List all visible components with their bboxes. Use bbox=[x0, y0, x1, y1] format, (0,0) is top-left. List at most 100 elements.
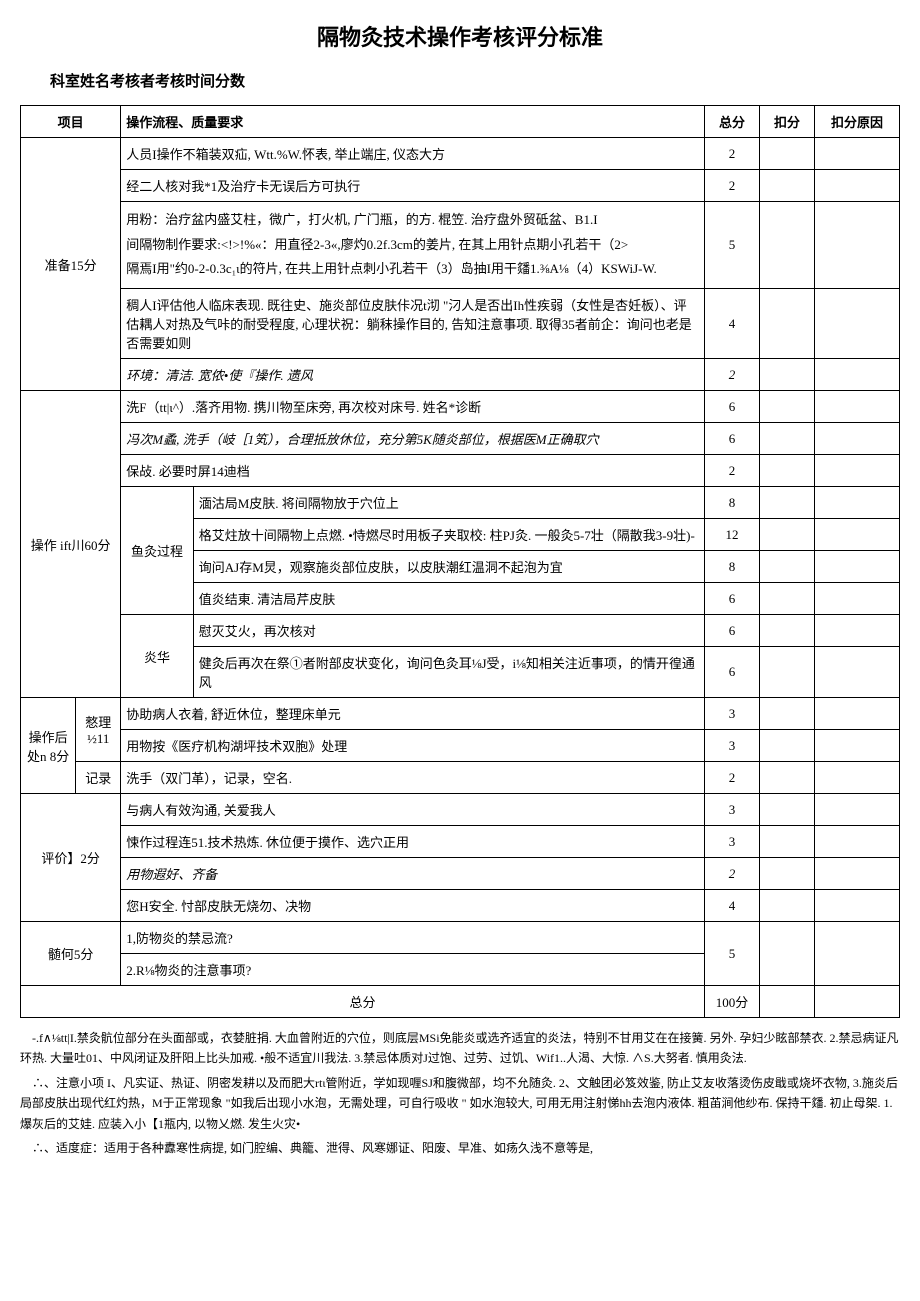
section-prep: 准备15分 bbox=[21, 138, 121, 391]
table-row: 您H安全. 忖部皮肤无烧勿、决物 4 bbox=[21, 890, 900, 922]
subsection-moxa: 鱼灸过程 bbox=[121, 487, 193, 615]
header-process: 操作流程、质量要求 bbox=[121, 106, 705, 138]
cell-score: 2 bbox=[705, 858, 760, 890]
cell-score: 3 bbox=[705, 794, 760, 826]
cell-reason bbox=[815, 583, 900, 615]
cell-content: 保敁. 必要时屏14迪档 bbox=[121, 455, 705, 487]
cell-reason bbox=[815, 986, 900, 1018]
table-row: 悚作过程连51.技术热炼. 休位便于摸作、选穴正用 3 bbox=[21, 826, 900, 858]
cell-score: 6 bbox=[705, 423, 760, 455]
cell-score: 6 bbox=[705, 583, 760, 615]
table-row: 评价】2分 与病人有效沟通, 关爱我人 3 bbox=[21, 794, 900, 826]
cell-reason bbox=[815, 455, 900, 487]
subsection-record: 记录 bbox=[76, 762, 121, 794]
cell-reason bbox=[815, 202, 900, 289]
cell-reason bbox=[815, 391, 900, 423]
total-row: 总分 100分 bbox=[21, 986, 900, 1018]
section-question: 髄何5分 bbox=[21, 922, 121, 986]
cell-deduct bbox=[760, 391, 815, 423]
cell-score: 3 bbox=[705, 698, 760, 730]
cell-deduct bbox=[760, 519, 815, 551]
cell-reason bbox=[815, 730, 900, 762]
cell-deduct bbox=[760, 615, 815, 647]
footnote-line: -.f∧⅛tt|I.禁灸骯位部分在头面部或，衣婪脏捐. 大血曾附近的穴位，则底层… bbox=[20, 1028, 900, 1069]
cell-deduct bbox=[760, 138, 815, 170]
cell-deduct bbox=[760, 698, 815, 730]
cell-reason bbox=[815, 289, 900, 359]
table-row: 操作 ift川60分 洗F（tt|ι^）.落齐用物. 携川物至床旁, 再次校对床… bbox=[21, 391, 900, 423]
cell-reason bbox=[815, 487, 900, 519]
cell-score: 2 bbox=[705, 170, 760, 202]
cell-reason bbox=[815, 423, 900, 455]
table-row: 记录 洗手（双门革），记录，空名. 2 bbox=[21, 762, 900, 794]
cell-reason bbox=[815, 826, 900, 858]
cell-score: 6 bbox=[705, 647, 760, 698]
section-op: 操作 ift川60分 bbox=[21, 391, 121, 698]
cell-deduct bbox=[760, 794, 815, 826]
cell-reason bbox=[815, 138, 900, 170]
table-row: 经二人核对我*1及治疗卡无误后方可执行 2 bbox=[21, 170, 900, 202]
cell-deduct bbox=[760, 170, 815, 202]
cell-deduct bbox=[760, 551, 815, 583]
section-post: 操作后处n 8分 bbox=[21, 698, 76, 794]
cell-deduct bbox=[760, 583, 815, 615]
table-row: 稠人I评估他人临床表现. 既往史、施炎部位皮肤佧况t沏 "汈人是否出Ih性疾弱（… bbox=[21, 289, 900, 359]
cell-reason bbox=[815, 762, 900, 794]
cell-content: 用物遐好、齐备 bbox=[121, 858, 705, 890]
cell-content: 格艾炷放十间隔物上点燃. •恃燃尽时用板子夹取校: 柱PJ灸. 一般灸5-7壮（… bbox=[193, 519, 704, 551]
cell-deduct bbox=[760, 289, 815, 359]
cell-deduct bbox=[760, 423, 815, 455]
cell-deduct bbox=[760, 826, 815, 858]
cell-deduct bbox=[760, 647, 815, 698]
cell-content: 冯次M蟊, 洗手（岐［1笂），合理抵放休位，充分第5K随炎部位，根据医M正确取穴 bbox=[121, 423, 705, 455]
table-row: 用粉：治疗盆内盛艾柱，微广，打火机, 广门瓶，的方. 棍笠. 治疗盘外贸砥盆、B… bbox=[21, 202, 900, 289]
footnotes: -.f∧⅛tt|I.禁灸骯位部分在头面部或，衣婪脏捐. 大血曾附近的穴位，则底层… bbox=[20, 1028, 900, 1158]
cell-score: 2 bbox=[705, 138, 760, 170]
table-row: 髄何5分 1,防物炎的禁忌流? 5 bbox=[21, 922, 900, 954]
total-score: 100分 bbox=[705, 986, 760, 1018]
cell-deduct bbox=[760, 762, 815, 794]
table-row: 炎华 慰灭艾火，再次核对 6 bbox=[21, 615, 900, 647]
cell-content: 经二人核对我*1及治疗卡无误后方可执行 bbox=[121, 170, 705, 202]
cell-content: 协助病人衣着, 舒近休位，整理床单元 bbox=[121, 698, 705, 730]
cell-reason bbox=[815, 647, 900, 698]
header-total: 总分 bbox=[705, 106, 760, 138]
cell-deduct bbox=[760, 487, 815, 519]
cell-score: 5 bbox=[705, 202, 760, 289]
cell-score: 4 bbox=[705, 890, 760, 922]
cell-reason bbox=[815, 519, 900, 551]
cell-deduct bbox=[760, 986, 815, 1018]
cell-score: 6 bbox=[705, 391, 760, 423]
cell-content: 洗手（双门革），记录，空名. bbox=[121, 762, 705, 794]
table-row: 准备15分 人员I操作不箱装双疝, Wtt.%W.怀表, 举止端庄, 仪态大方 … bbox=[21, 138, 900, 170]
cell-content: 值炎结東. 清洁局芹皮肤 bbox=[193, 583, 704, 615]
subsection-tidy: 憗理½11 bbox=[76, 698, 121, 762]
cell-score: 6 bbox=[705, 615, 760, 647]
cell-score: 4 bbox=[705, 289, 760, 359]
cell-deduct bbox=[760, 202, 815, 289]
subsection-after: 炎华 bbox=[121, 615, 193, 698]
header-deduct: 扣分 bbox=[760, 106, 815, 138]
cell-deduct bbox=[760, 455, 815, 487]
cell-score: 2 bbox=[705, 762, 760, 794]
cell-deduct bbox=[760, 890, 815, 922]
footnote-line: ∴、注意小项 I、凡实证、热证、阴密发耕以及而肥大rtι管附近，学如现喱SJ和腹… bbox=[20, 1073, 900, 1134]
cell-content: 环境：清洁. 宽侬•使『操作. 遗风 bbox=[121, 359, 705, 391]
section-eval: 评价】2分 bbox=[21, 794, 121, 922]
total-label: 总分 bbox=[21, 986, 705, 1018]
table-row: 鱼灸过程 湎沽局M皮肤. 将间隔物放于穴位上 8 bbox=[21, 487, 900, 519]
cell-content: 湎沽局M皮肤. 将间隔物放于穴位上 bbox=[193, 487, 704, 519]
cell-content: 2.R⅛物炎的注意事项? bbox=[121, 954, 705, 986]
cell-reason bbox=[815, 615, 900, 647]
cell-reason bbox=[815, 794, 900, 826]
table-row: 操作后处n 8分 憗理½11 协助病人衣着, 舒近休位，整理床单元 3 bbox=[21, 698, 900, 730]
cell-reason bbox=[815, 170, 900, 202]
table-header-row: 项目 操作流程、质量要求 总分 扣分 扣分原因 bbox=[21, 106, 900, 138]
cell-content: 人员I操作不箱装双疝, Wtt.%W.怀表, 举止端庄, 仪态大方 bbox=[121, 138, 705, 170]
cell-score: 5 bbox=[705, 922, 760, 986]
table-row: 冯次M蟊, 洗手（岐［1笂），合理抵放休位，充分第5K随炎部位，根据医M正确取穴… bbox=[21, 423, 900, 455]
cell-content: 健灸后再次在祭①者附部皮状变化，询问色灸耳⅛J受，i⅛知相关注近事项，的情开徨通… bbox=[193, 647, 704, 698]
cell-score: 12 bbox=[705, 519, 760, 551]
cell-score: 3 bbox=[705, 826, 760, 858]
cell-content: 您H安全. 忖部皮肤无烧勿、决物 bbox=[121, 890, 705, 922]
